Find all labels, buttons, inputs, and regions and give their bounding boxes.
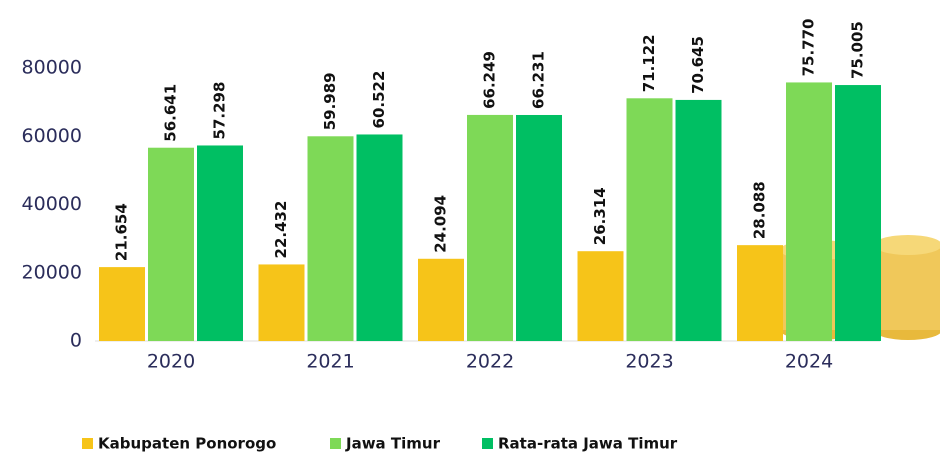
x-tick-label: 2020 — [147, 351, 195, 373]
y-tick-label: 80000 — [22, 57, 82, 79]
value-label: 26.314 — [591, 187, 609, 245]
bar — [578, 251, 624, 341]
legend-swatch — [482, 438, 493, 449]
bar — [737, 245, 783, 341]
value-label: 21.654 — [113, 203, 131, 261]
bar — [627, 98, 673, 341]
legend-swatch — [330, 438, 341, 449]
bar — [516, 115, 562, 341]
value-label: 75.005 — [849, 21, 867, 79]
legend-label: Rata-rata Jawa Timur — [498, 435, 678, 453]
legend-label: Kabupaten Ponorogo — [98, 435, 276, 453]
value-label: 59.989 — [321, 72, 339, 130]
value-label: 75.770 — [800, 19, 818, 77]
chart: 0 20000 40000 60000 80000 2020 21.654 56.641 57.… — [0, 0, 940, 456]
value-label: 24.094 — [432, 195, 450, 253]
bar — [259, 264, 305, 341]
bar — [357, 134, 403, 341]
value-label: 60.522 — [370, 71, 388, 129]
value-label: 70.645 — [689, 36, 707, 94]
value-label: 66.249 — [481, 51, 499, 109]
bar — [197, 145, 243, 341]
y-tick-label: 20000 — [22, 261, 82, 283]
bar — [308, 136, 354, 341]
value-label: 71.122 — [640, 34, 658, 92]
x-tick-label: 2024 — [785, 351, 833, 373]
bar — [786, 82, 832, 341]
value-label: 66.231 — [530, 51, 548, 109]
bar — [835, 85, 881, 341]
value-label: 28.088 — [751, 181, 769, 239]
value-label: 56.641 — [162, 84, 180, 142]
x-tick-label: 2021 — [306, 351, 354, 373]
bar — [467, 115, 513, 341]
y-tick-label: 0 — [70, 330, 82, 352]
legend-label: Jawa Timur — [345, 435, 441, 453]
value-label: 22.432 — [272, 201, 290, 259]
legend-swatch — [82, 438, 93, 449]
x-tick-label: 2022 — [466, 351, 514, 373]
y-tick-label: 60000 — [22, 125, 82, 147]
bar — [418, 259, 464, 341]
x-tick-label: 2023 — [625, 351, 673, 373]
value-label: 57.298 — [211, 82, 229, 140]
y-tick-label: 40000 — [22, 193, 82, 215]
bar — [676, 100, 722, 341]
bar — [148, 148, 194, 341]
bar — [99, 267, 145, 341]
